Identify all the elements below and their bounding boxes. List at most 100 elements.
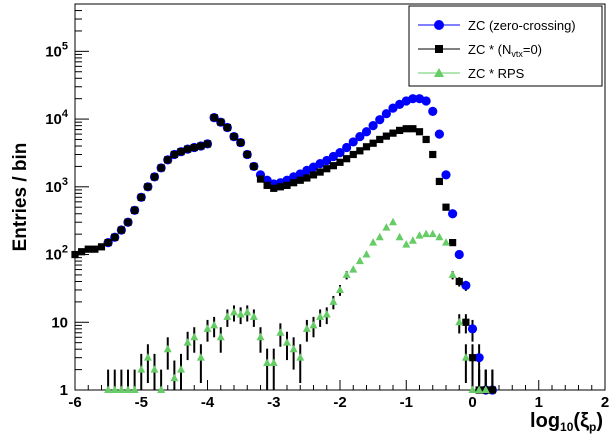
data-point-triangle — [110, 385, 119, 393]
data-point-square — [435, 177, 443, 186]
data-point-square — [210, 114, 218, 122]
x-tick-label: 1 — [535, 394, 543, 411]
data-point-triangle — [369, 238, 378, 246]
y-tick-base: 10 — [45, 179, 62, 196]
legend: ZC (zero-crossing) ZC * (Nvtx=0) ZC * RP… — [408, 5, 603, 87]
data-point-triangle — [196, 353, 205, 361]
y-tick-label: 105 — [45, 40, 68, 60]
y-tick-base: 10 — [45, 43, 62, 60]
data-point-triangle — [408, 236, 417, 244]
data-point-circle — [355, 132, 365, 142]
data-point-square — [429, 150, 437, 159]
y-tick-label: 1 — [60, 382, 68, 399]
data-point-square — [91, 245, 99, 253]
x-tick-label: -6 — [68, 394, 81, 411]
x-tick-label: -3 — [267, 394, 280, 411]
data-point-square — [349, 150, 357, 159]
data-point-circle — [474, 353, 484, 363]
data-point-triangle — [157, 385, 166, 393]
x-tick-label: -2 — [333, 394, 346, 411]
data-point-triangle — [223, 312, 232, 320]
data-point-triangle — [342, 270, 351, 278]
data-point-triangle — [283, 338, 291, 346]
data-point-square — [455, 277, 463, 286]
x-tick-label: -5 — [135, 394, 148, 411]
x-axis-label-sub: 10 — [560, 420, 574, 434]
legend-marker-zc — [434, 20, 444, 30]
data-point-triangle — [316, 312, 325, 320]
data-point-triangle — [302, 324, 311, 332]
data-point-square — [111, 233, 119, 241]
data-point-triangle — [256, 332, 265, 341]
data-point-triangle — [124, 385, 132, 393]
data-point-circle — [408, 94, 418, 104]
data-point-triangle — [263, 358, 272, 367]
data-point-triangle — [349, 265, 358, 273]
data-point-square — [203, 140, 212, 148]
data-point-square — [303, 174, 311, 182]
data-point-square — [117, 226, 125, 234]
data-point-square — [223, 123, 231, 132]
data-point-square — [468, 354, 477, 362]
data-point-circle — [428, 106, 438, 116]
data-point-circle — [368, 121, 378, 131]
y-axis-label: Entries / bin — [10, 143, 31, 252]
data-point-triangle — [289, 344, 298, 353]
data-point-square — [382, 132, 390, 140]
legend-label-nvtx: ZC * (Nvtx=0) — [468, 42, 542, 59]
data-point-circle — [381, 109, 391, 119]
x-tick-label: -1 — [400, 394, 413, 411]
y-tick-label: 102 — [45, 244, 68, 264]
data-point-circle — [467, 324, 478, 334]
legend-marker-rps — [434, 68, 444, 77]
data-point-square — [256, 175, 265, 183]
data-point-circle — [361, 127, 372, 137]
data-point-square — [362, 143, 371, 151]
data-point-triangle — [216, 332, 225, 341]
data-point-triangle — [210, 320, 219, 329]
data-point-triangle — [481, 385, 490, 393]
data-point-square — [296, 176, 304, 184]
data-point-square — [177, 148, 185, 156]
data-point-square — [217, 118, 225, 126]
data-point-circle — [434, 129, 444, 139]
data-point-triangle — [143, 353, 152, 361]
data-point-triangle — [448, 270, 457, 278]
series-1 — [71, 114, 496, 394]
data-point-square — [356, 147, 364, 155]
x-tick-label: 0 — [468, 394, 476, 411]
y-tick-label: 104 — [45, 108, 69, 128]
data-point-square — [396, 126, 404, 135]
data-point-square — [150, 173, 159, 181]
data-point-square — [157, 164, 165, 172]
data-point-square — [442, 203, 450, 211]
data-point-triangle — [455, 317, 464, 326]
data-point-square — [462, 318, 470, 326]
data-point-circle — [348, 137, 358, 147]
y-tick-exponent: 3 — [62, 176, 68, 188]
data-point-square — [422, 135, 430, 144]
data-point-square — [336, 158, 344, 166]
data-point-triangle — [130, 385, 139, 393]
data-point-circle — [454, 249, 464, 260]
data-point-triangle — [475, 385, 484, 393]
y-tick-base: 10 — [45, 247, 62, 264]
data-point-triangle — [236, 310, 245, 318]
data-point-square — [97, 243, 106, 251]
data-point-triangle — [461, 353, 470, 361]
data-point-circle — [335, 147, 345, 158]
data-point-square — [104, 239, 112, 247]
data-point-triangle — [389, 217, 397, 226]
data-point-square — [78, 248, 86, 256]
data-point-square — [343, 155, 351, 163]
x-axis-label: log10(ξp) — [530, 410, 603, 434]
data-point-square — [144, 183, 152, 191]
data-point-circle — [342, 142, 352, 153]
legend-label-nvtx-sub: vtx — [511, 49, 523, 59]
x-axis-label-open: (ξ — [573, 410, 589, 432]
y-tick-label: 10 — [51, 314, 68, 331]
data-point-square — [270, 184, 278, 192]
data-point-triangle — [422, 229, 431, 238]
data-point-triangle — [249, 312, 258, 320]
